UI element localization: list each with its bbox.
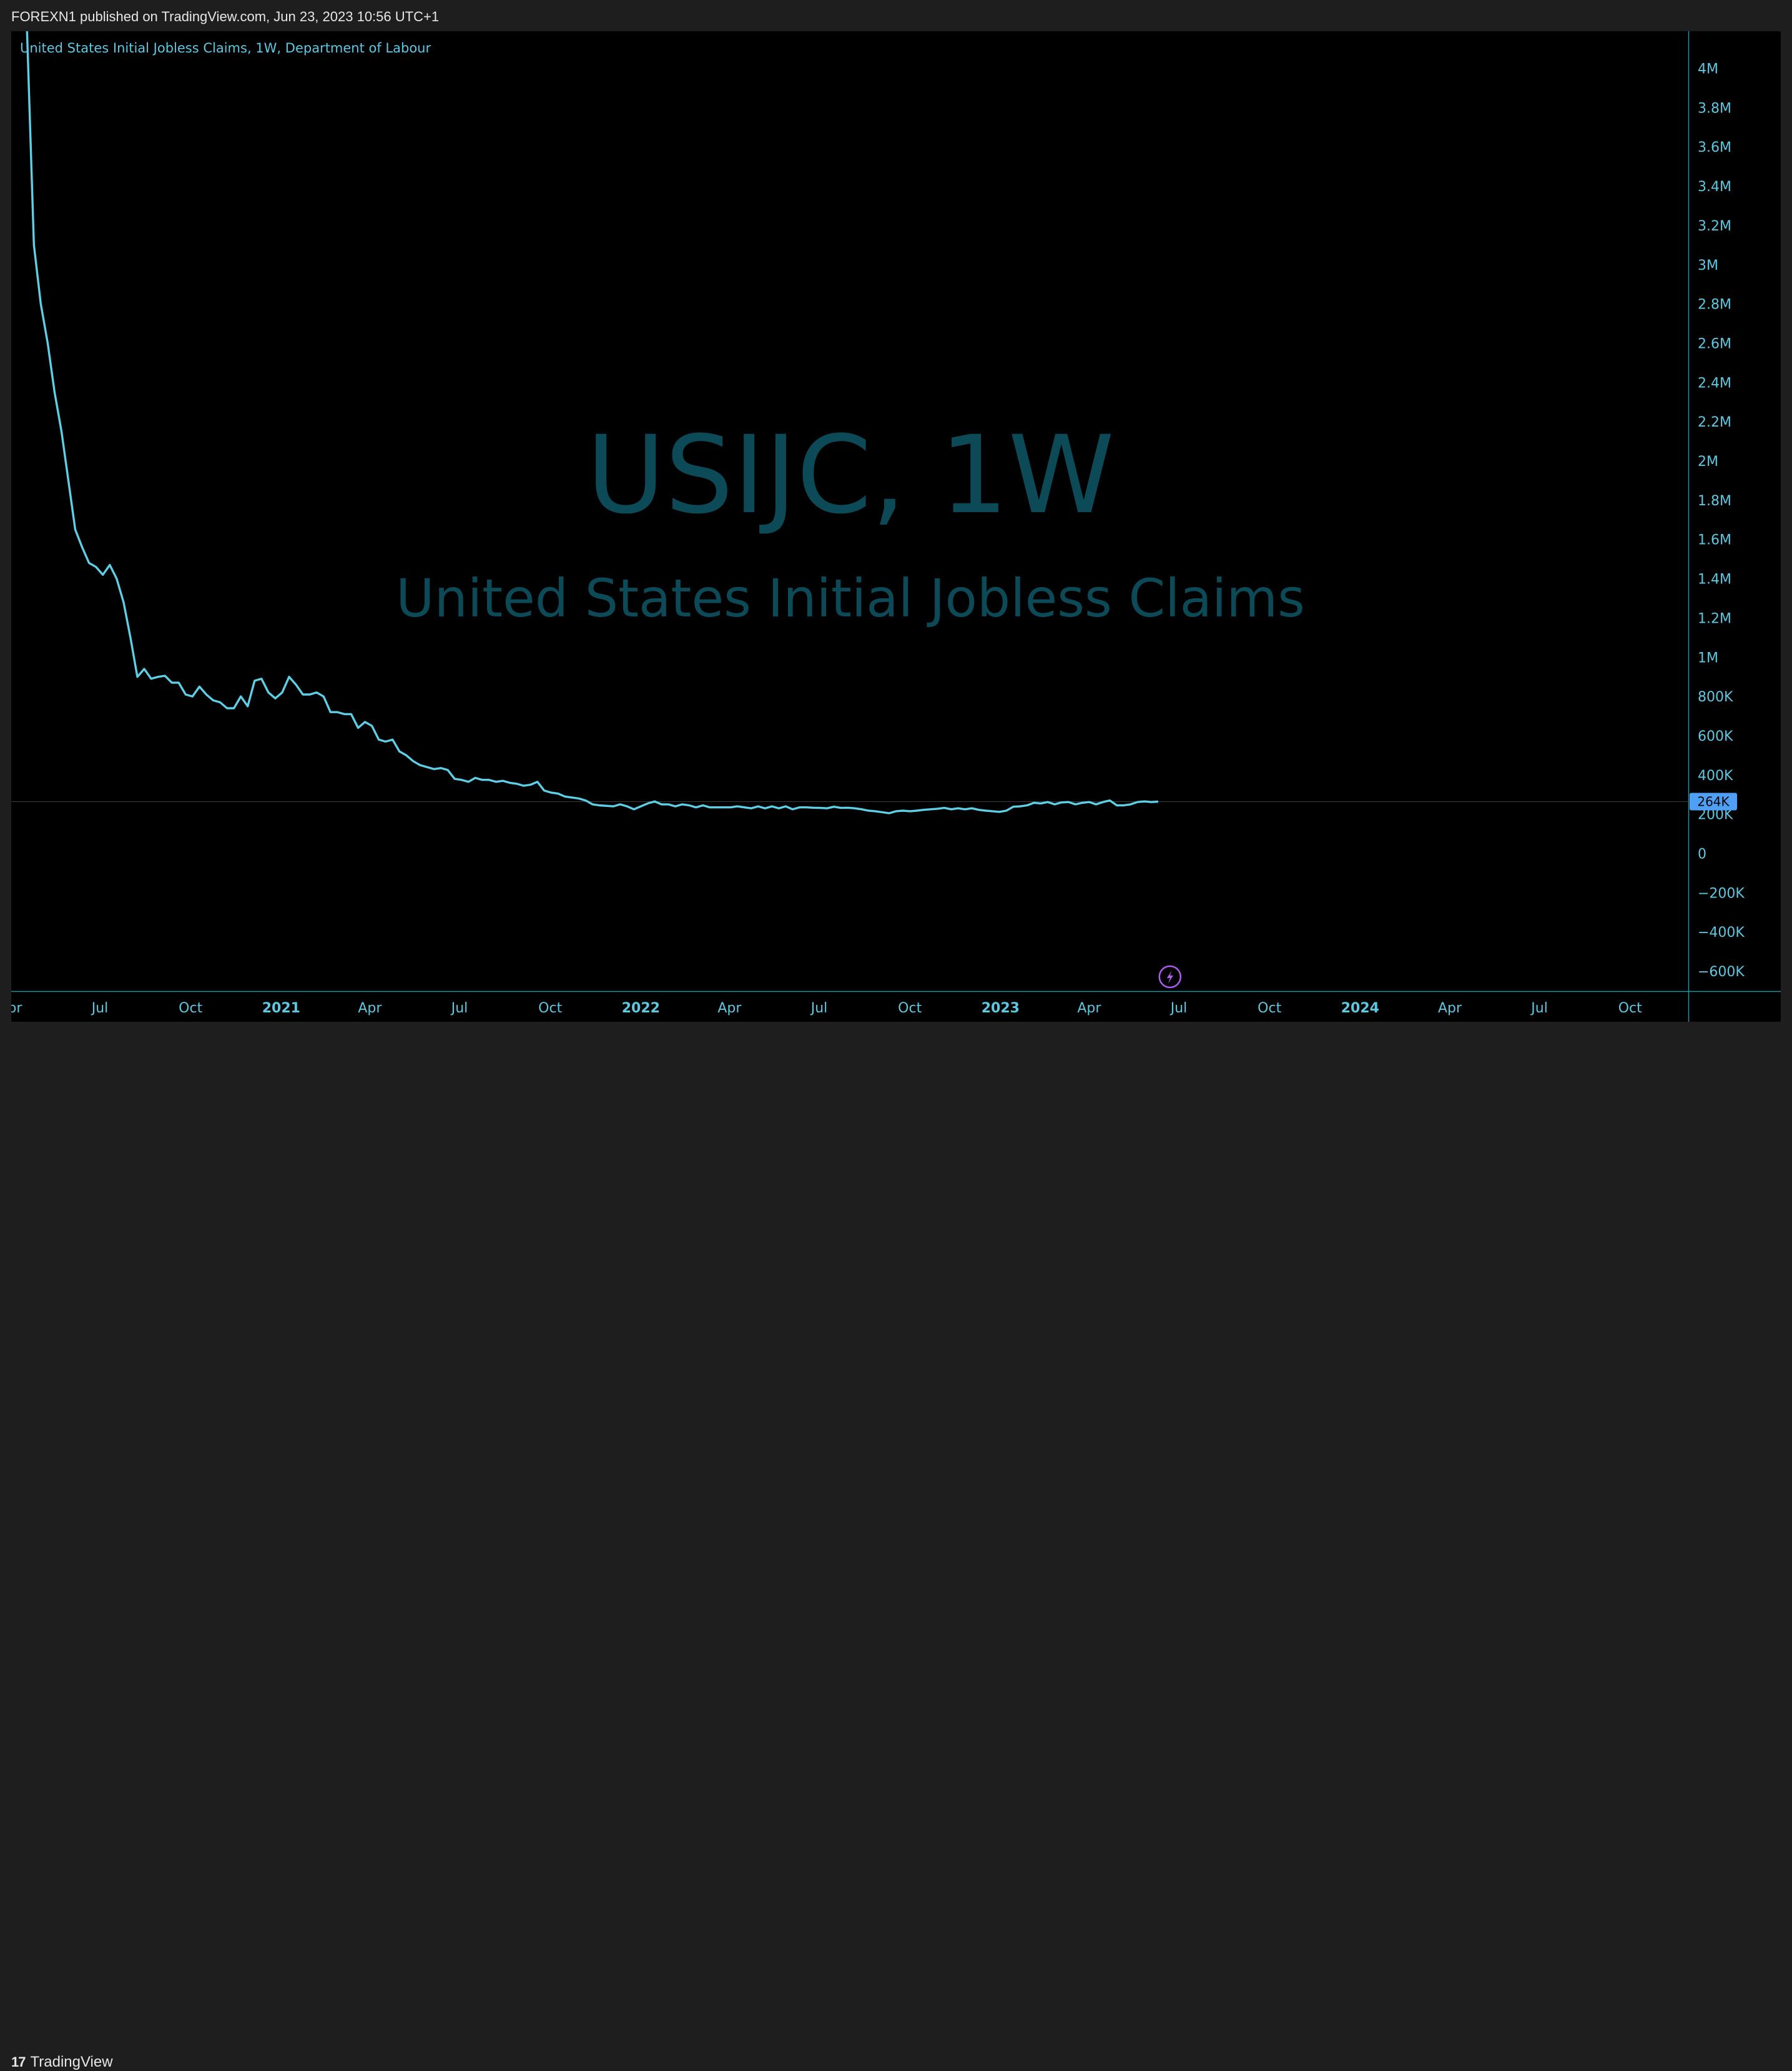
publication-header: FOREXN1 published on TradingView.com, Ju… <box>0 0 1792 31</box>
y-tick-label: 800K <box>1698 690 1733 705</box>
published-info: FOREXN1 published on TradingView.com, Ju… <box>11 9 440 24</box>
y-tick-label: 3.4M <box>1698 179 1731 195</box>
x-tick-label: Apr <box>358 1001 382 1016</box>
x-tick-label: Apr <box>11 1001 22 1016</box>
x-tick-label: Apr <box>1438 1001 1462 1016</box>
axes: 4M 3.8M 3.6M 3.4M 3.2M 3M 2.8M 2.6M 2.4M 2.2M 2M 1.… <box>0 31 1781 1022</box>
x-tick-label: Oct <box>179 1001 202 1016</box>
y-tick-label: 2.2M <box>1698 415 1731 430</box>
footer: 17 TradingView <box>0 1022 1792 2070</box>
x-tick-label: 2022 <box>622 1001 660 1016</box>
y-tick-label: 2M <box>1698 454 1718 470</box>
x-tick-label: 2021 <box>262 1001 300 1016</box>
tradingview-logo[interactable]: 17 TradingView <box>11 2054 113 2071</box>
lightning-bolt-glyph <box>1166 971 1173 984</box>
y-tick-label: −600K <box>1698 964 1745 980</box>
y-tick-label: 2.4M <box>1698 375 1731 391</box>
x-tick-label: Jul <box>450 1001 468 1016</box>
x-tick-label: Jul <box>1169 1001 1188 1016</box>
y-tick-label: 1.4M <box>1698 572 1731 588</box>
x-tick-label: Oct <box>1258 1001 1281 1016</box>
tradingview-logo-icon: 17 <box>11 2054 26 2070</box>
time-scale[interactable] <box>11 991 1688 1022</box>
x-tick-label: Oct <box>538 1001 562 1016</box>
y-tick-label: 3M <box>1698 258 1718 274</box>
x-tick-label: Apr <box>1077 1001 1101 1016</box>
y-tick-label: 3.2M <box>1698 219 1731 234</box>
event-marker[interactable] <box>1158 965 1182 989</box>
y-tick-label: 1.2M <box>1698 611 1731 626</box>
x-tick-label: Jul <box>91 1001 109 1016</box>
x-tick-label: Oct <box>898 1001 922 1016</box>
x-tick-label: Apr <box>717 1001 742 1016</box>
series-line[interactable] <box>13 0 1159 814</box>
price-scale[interactable] <box>1688 31 1781 1022</box>
y-tick-label: 1M <box>1698 650 1718 666</box>
x-tick-label: Oct <box>1618 1001 1642 1016</box>
chart-legend[interactable]: United States Initial Jobless Claims, 1W… <box>20 41 431 56</box>
chart-area[interactable]: USIJC, 1W United States Initial Jobless … <box>0 0 1781 1022</box>
watermark-symbol: USIJC, 1W <box>586 412 1114 538</box>
y-tick-label: 600K <box>1698 729 1733 744</box>
y-tick-label: 400K <box>1698 768 1733 784</box>
y-tick-label: 1.6M <box>1698 533 1731 548</box>
y-tick-label: 4M <box>1698 62 1718 77</box>
y-tick-label: 3.8M <box>1698 101 1731 116</box>
watermark-name: United States Initial Jobless Claims <box>396 568 1305 629</box>
last-value-label: 264K <box>1697 794 1730 809</box>
y-tick-label: 0 <box>1698 847 1706 863</box>
series-layer <box>13 0 1159 814</box>
y-tick-label: 1.8M <box>1698 493 1731 509</box>
y-tick-label: 2.8M <box>1698 297 1731 313</box>
x-tick-label: Jul <box>810 1001 828 1016</box>
x-tick-label: 2023 <box>982 1001 1020 1016</box>
lightning-icon[interactable] <box>1158 965 1182 989</box>
tradingview-logo-text: TradingView <box>30 2054 113 2070</box>
y-tick-label: −400K <box>1698 925 1745 941</box>
last-value-badge <box>1690 793 1737 811</box>
x-tick-label: 2024 <box>1341 1001 1379 1016</box>
y-tick-label: −200K <box>1698 886 1745 901</box>
chart-svg[interactable]: USIJC, 1W United States Initial Jobless … <box>0 0 1781 1022</box>
y-tick-label: 2.6M <box>1698 336 1731 352</box>
y-tick-label: 3.6M <box>1698 140 1731 156</box>
x-tick-label: Jul <box>1530 1001 1548 1016</box>
